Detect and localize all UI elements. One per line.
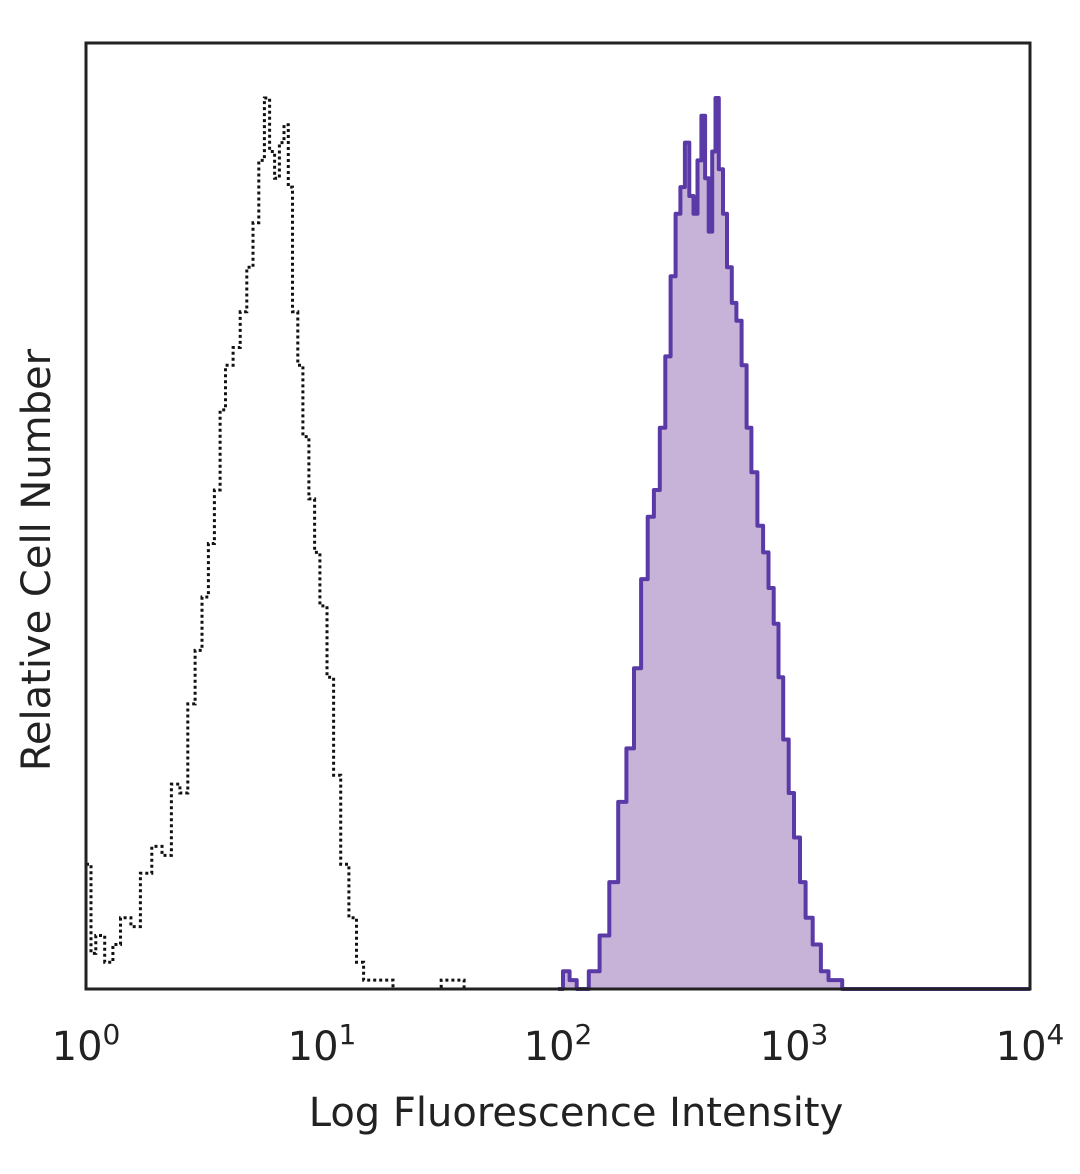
x-tick-labels: 100 101 102 103 104 — [52, 1018, 1065, 1070]
x-tick-exp-1: 1 — [339, 1018, 357, 1051]
x-tick-base-2: 10 — [524, 1024, 575, 1070]
x-tick-exp-2: 2 — [575, 1018, 593, 1051]
series-0-outline — [86, 96, 558, 991]
x-tick-label-3: 103 — [760, 1018, 829, 1070]
plot-frame — [84, 41, 1032, 991]
y-axis-title: Relative Cell Number — [14, 348, 60, 771]
x-tick-label-4: 104 — [996, 1018, 1065, 1070]
x-tick-exp-4: 4 — [1047, 1018, 1065, 1051]
series-1-fill — [558, 98, 1030, 989]
x-tick-label-0: 100 — [52, 1018, 121, 1070]
x-tick-base-4: 10 — [996, 1024, 1047, 1070]
x-axis-title: Log Fluorescence Intensity — [309, 1090, 844, 1136]
x-tick-label-1: 101 — [288, 1018, 357, 1070]
x-tick-exp-3: 3 — [811, 1018, 829, 1051]
x-tick-base-1: 10 — [288, 1024, 339, 1070]
x-tick-base-3: 10 — [760, 1024, 811, 1070]
series-layer — [86, 96, 1030, 991]
x-tick-exp-0: 0 — [103, 1018, 121, 1051]
x-tick-base-0: 10 — [52, 1024, 103, 1070]
series-1-outline — [558, 96, 1030, 991]
x-tick-label-2: 102 — [524, 1018, 593, 1070]
